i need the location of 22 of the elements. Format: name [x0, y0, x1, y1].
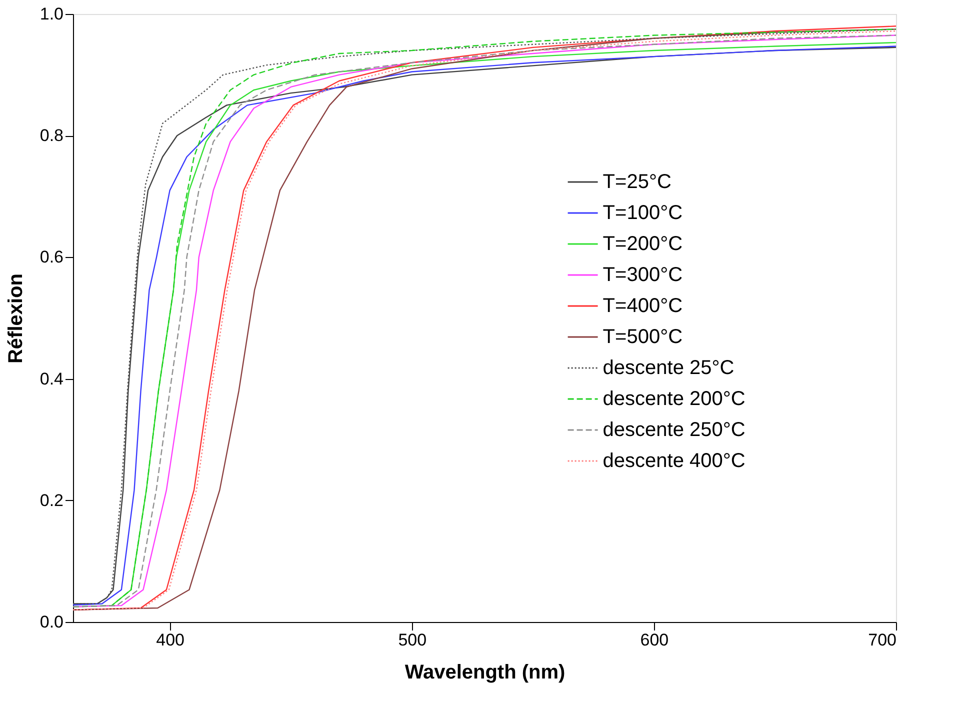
y-tick-label: 0.4: [40, 369, 64, 388]
y-tick-label: 0.2: [40, 490, 64, 510]
x-axis-title: Wavelength (nm): [404, 662, 566, 684]
legend-label: T=300°C: [602, 264, 683, 286]
y-tick-label: 0.0: [40, 612, 64, 632]
y-axis-title: Réflexion: [4, 273, 27, 364]
legend-label: T=100°C: [602, 202, 683, 224]
legend-label: descente 400°C: [602, 450, 746, 472]
legend-label: descente 250°C: [602, 419, 746, 441]
legend-label: T=200°C: [602, 233, 683, 255]
y-tick-label: 0.8: [40, 126, 64, 146]
x-tick-label: 400: [156, 630, 185, 650]
x-tick-label: 600: [640, 630, 669, 650]
y-tick-label: 1.0: [40, 4, 64, 24]
legend-label: T=25°C: [602, 171, 672, 193]
legend-label: T=400°C: [602, 295, 683, 317]
x-tick-label: 500: [398, 630, 427, 650]
y-tick-label: 0.6: [40, 248, 64, 267]
legend-label: descente 200°C: [602, 388, 746, 410]
legend-label: descente 25°C: [602, 357, 734, 379]
legend-label: T=500°C: [602, 326, 683, 348]
x-tick-label: 700: [868, 630, 896, 650]
